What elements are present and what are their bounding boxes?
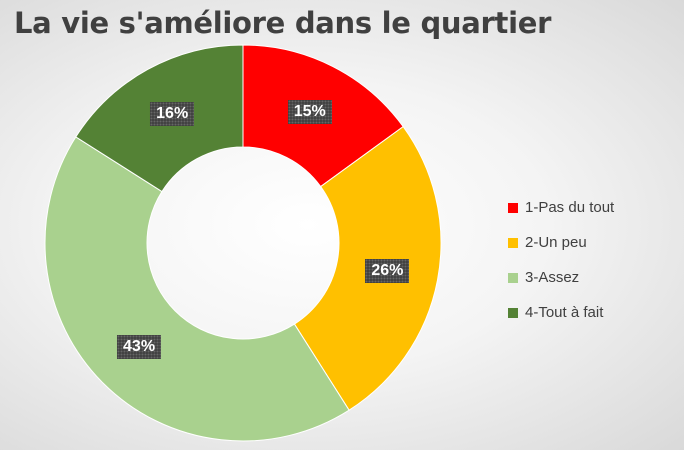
legend: 1-Pas du tout 2-Un peu 3-Assez 4-Tout à fai… — [508, 190, 678, 330]
legend-swatch — [508, 237, 518, 248]
legend-item-1: 1-Pas du tout — [508, 190, 678, 225]
legend-swatch — [508, 202, 518, 213]
legend-item-2: 2-Un peu — [508, 225, 678, 260]
data-label-2: 26% — [365, 258, 410, 283]
legend-label: 3-Assez — [525, 269, 580, 286]
legend-label: 1-Pas du tout — [525, 199, 615, 216]
data-label-3: 43% — [117, 334, 162, 359]
legend-label: 4-Tout à fait — [525, 304, 604, 321]
legend-item-4: 4-Tout à fait — [508, 295, 678, 330]
legend-swatch — [508, 307, 518, 318]
chart-title: La vie s'améliore dans le quartier — [14, 6, 552, 40]
data-label-1: 15% — [287, 100, 332, 125]
legend-label: 2-Un peu — [525, 234, 587, 251]
data-label-4: 16% — [150, 102, 195, 127]
donut-slice-3 — [44, 136, 350, 442]
legend-item-3: 3-Assez — [508, 260, 678, 295]
legend-swatch — [508, 272, 518, 283]
